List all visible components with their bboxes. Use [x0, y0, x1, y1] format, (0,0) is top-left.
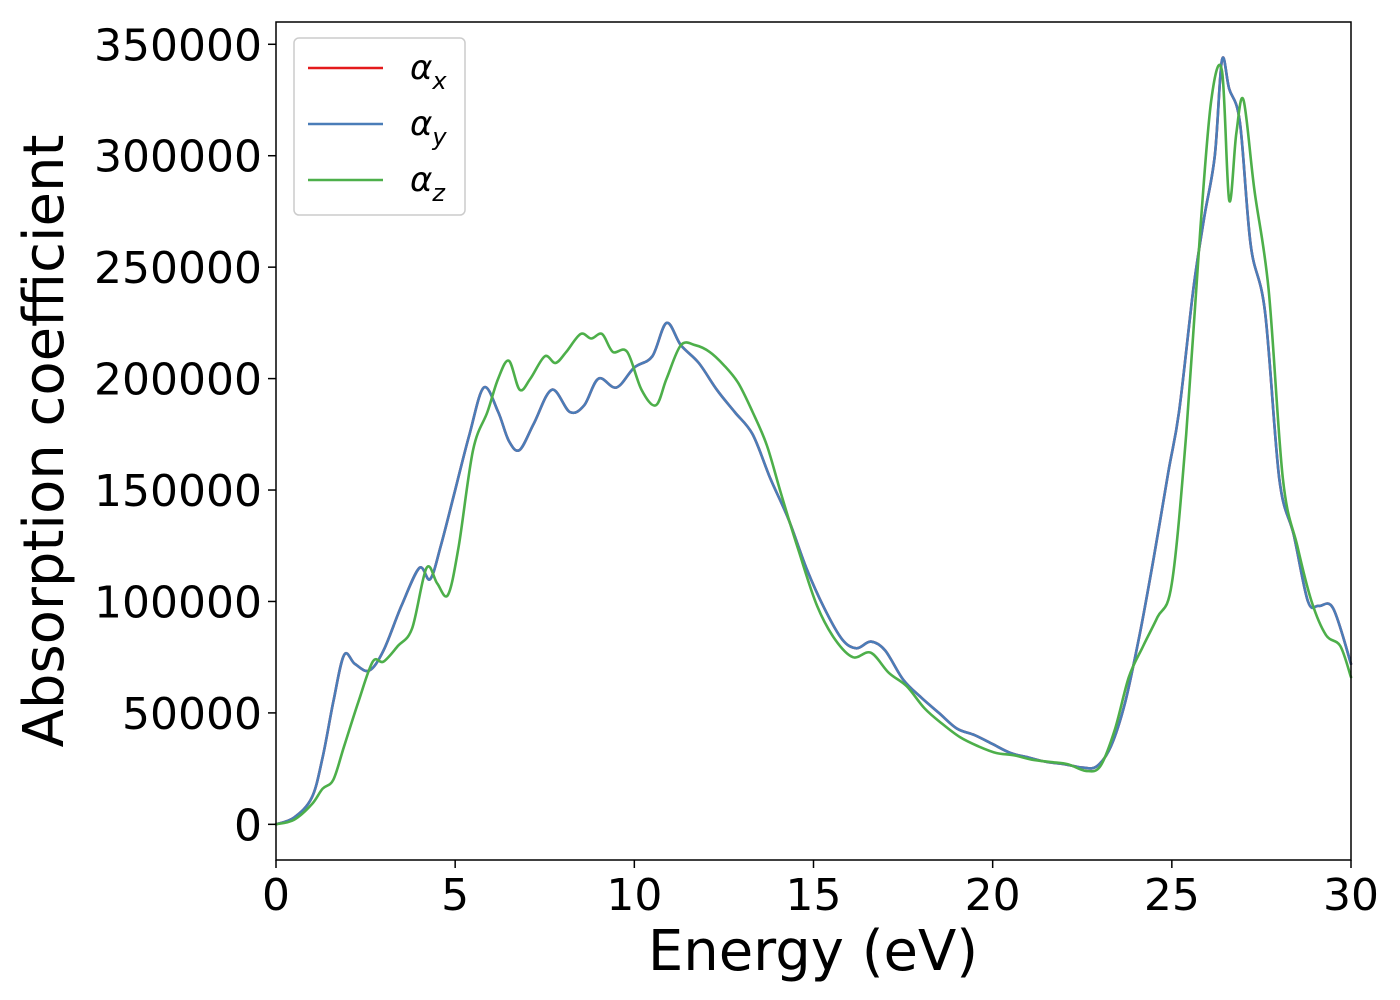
y-tick-label: 100000	[94, 577, 262, 628]
series-line-z	[274, 63, 1353, 826]
legend-label-z: αz	[410, 160, 446, 207]
y-tick-label: 0	[234, 800, 262, 851]
legend-label-y: αy	[410, 104, 447, 151]
x-tick-label: 5	[441, 870, 469, 921]
legend-label-x: αx	[410, 48, 447, 95]
y-tick-label: 50000	[122, 689, 262, 740]
y-tick-label: 200000	[94, 355, 262, 406]
series-line-y	[274, 56, 1353, 826]
legend-frame	[293, 37, 466, 216]
y-tick-label: 250000	[94, 243, 262, 294]
x-tick-label: 10	[606, 870, 662, 921]
x-tick-label: 15	[786, 870, 842, 921]
x-axis-label: Energy (eV)	[648, 919, 978, 984]
y-tick-label: 150000	[94, 466, 262, 517]
x-tick-label: 20	[965, 870, 1021, 921]
x-axis-ticks: 0 5 10 15 20 25 30	[262, 860, 1379, 921]
x-tick-label: 25	[1144, 870, 1200, 921]
plot-lines	[274, 56, 1353, 826]
y-tick-label: 300000	[94, 132, 262, 183]
x-tick-label: 0	[262, 870, 290, 921]
y-axis-ticks: 0 50000 100000 150000 200000 250000 300000 3500…	[94, 20, 276, 851]
x-tick-label: 30	[1323, 870, 1379, 921]
legend: αx αy αz	[293, 37, 466, 216]
y-tick-label: 350000	[94, 20, 262, 71]
y-axis-label: Absorption coefficient	[12, 135, 77, 748]
